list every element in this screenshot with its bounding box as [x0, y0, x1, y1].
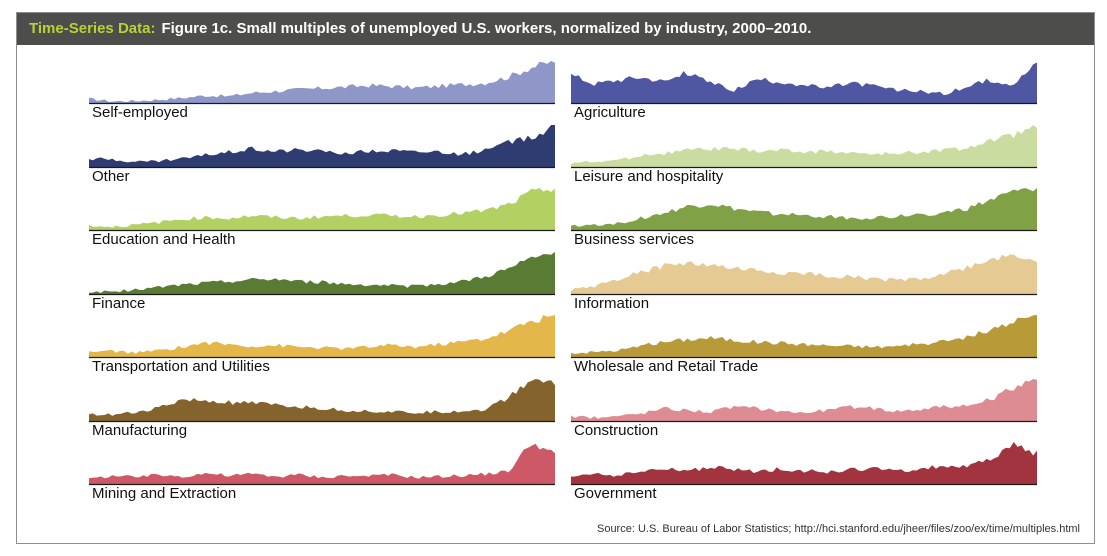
area-chart — [89, 443, 555, 486]
series-area — [571, 124, 1037, 167]
panel-transportation-and-utilities: Transportation and Utilities — [89, 313, 555, 377]
area-chart — [571, 62, 1037, 105]
panel-finance: Finance — [89, 250, 555, 314]
panel-manufacturing: Manufacturing — [89, 377, 555, 441]
series-label: Self-employed — [92, 104, 188, 121]
series-area — [571, 442, 1037, 484]
series-label: Manufacturing — [92, 421, 188, 439]
area-chart — [89, 251, 555, 295]
area-chart — [89, 378, 555, 422]
area-chart — [571, 315, 1037, 359]
area-chart — [89, 124, 555, 168]
area-chart — [571, 378, 1037, 422]
series-area — [571, 188, 1037, 230]
panel-education-and-health: Education and Health — [89, 186, 555, 250]
figure-frame: Time-Series Data: Figure 1c. Small multip… — [16, 12, 1095, 544]
series-area — [89, 378, 555, 421]
series-label: Business services — [574, 231, 695, 248]
panel-construction: Construction — [571, 377, 1037, 441]
panel-other: Other — [89, 123, 555, 187]
series-area — [89, 443, 555, 484]
series-area — [89, 188, 555, 230]
series-label: Government — [574, 485, 657, 502]
area-chart — [89, 315, 555, 359]
area-chart — [571, 188, 1037, 232]
area-chart — [89, 188, 555, 232]
series-label: Agriculture — [574, 104, 646, 121]
panel-mining-and-extraction: Mining and Extraction — [89, 440, 555, 504]
series-label: Information — [574, 294, 650, 312]
header-text: Time-Series Data: Figure 1c. Small multip… — [29, 13, 811, 45]
header-tag: Time-Series Data: — [29, 20, 156, 37]
panel-wholesale-and-retail-trade: Wholesale and Retail Trade — [571, 313, 1037, 377]
series-area — [571, 378, 1037, 421]
figure-title: Figure 1c. Small multiples of unemployed… — [161, 20, 812, 37]
series-area — [89, 124, 555, 167]
series-label: Mining and Extraction — [92, 485, 237, 502]
series-label: Leisure and hospitality — [574, 167, 724, 185]
panel-agriculture: Agriculture — [571, 59, 1037, 123]
series-area — [89, 251, 555, 294]
area-chart — [571, 124, 1037, 168]
area-chart — [571, 442, 1037, 486]
area-chart — [571, 253, 1037, 295]
panel-government: Government — [571, 440, 1037, 504]
series-area — [571, 315, 1037, 357]
panel-information: Information — [571, 250, 1037, 314]
series-label: Wholesale and Retail Trade — [574, 358, 759, 375]
series-area — [89, 61, 555, 103]
series-label: Transportation and Utilities — [92, 358, 270, 375]
series-area — [571, 253, 1037, 294]
series-label: Other — [92, 167, 130, 185]
series-area — [89, 315, 555, 357]
area-chart — [89, 61, 555, 105]
series-label: Finance — [92, 294, 146, 312]
panel-self-employed: Self-employed — [89, 59, 555, 123]
figure-header: Time-Series Data: Figure 1c. Small multip… — [17, 13, 1094, 45]
panel-business-services: Business services — [571, 186, 1037, 250]
source-note: Source: U.S. Bureau of Labor Statistics;… — [596, 523, 1080, 535]
series-label: Education and Health — [92, 231, 236, 248]
panel-leisure-and-hospitality: Leisure and hospitality — [571, 123, 1037, 187]
series-area — [571, 62, 1037, 103]
series-label: Construction — [574, 421, 659, 439]
